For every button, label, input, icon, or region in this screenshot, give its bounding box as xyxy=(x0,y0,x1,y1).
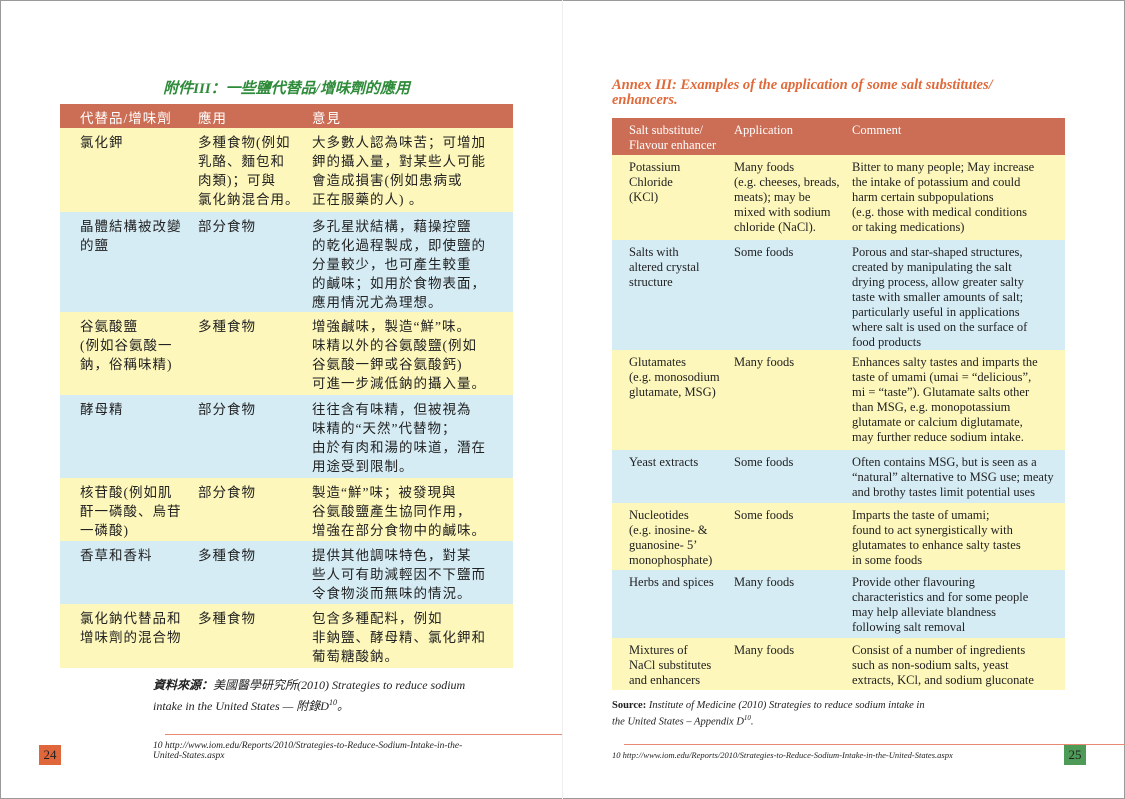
table-cell: Bitter to many people; May increase the … xyxy=(852,160,1035,234)
table-cell: Porous and star-shaped structures, creat… xyxy=(852,245,1028,349)
table-row: Nucleotides (e.g. inosine- & guanosine- … xyxy=(612,503,1065,570)
table-cell: 多種食物(例如 乳酪、麵包和 肉類)；可與 氯化鈉混合用。 xyxy=(198,135,300,207)
table-cell: Nucleotides (e.g. inosine- & guanosine- … xyxy=(629,508,713,567)
table-cell: Many foods xyxy=(734,355,795,369)
table-header: Salt substitute/ Flavour enhancer Applica… xyxy=(612,118,1065,155)
source-label: Source: xyxy=(612,700,647,711)
table-cell: 往往含有味精，但被視為 味精的“天然”代替物； 由於有肉和湯的味道，潛在 用途受… xyxy=(312,402,486,474)
left-page-number: 24 xyxy=(39,745,61,765)
left-footnote-rule xyxy=(165,734,562,735)
table-cell: Many foods (e.g. cheeses, breads, meats)… xyxy=(734,160,840,234)
table-row: 谷氨酸鹽 (例如谷氨酸一 鈉，俗稱味精) 多種食物 增強鹹味，製造“鮮”味。 味精以… xyxy=(60,312,513,395)
column-header: 應用 xyxy=(198,111,227,126)
source-text: Institute of Medicine (2010) Strategies … xyxy=(612,700,925,728)
table-cell: 核苷酸(例如肌 酐一磷酸、烏苷 一磷酸) xyxy=(80,485,182,538)
source-sup: 10 xyxy=(743,714,751,722)
right-footnote: 10 http://www.iom.edu/Reports/2010/Strat… xyxy=(612,750,953,760)
right-page-title: Annex III: Examples of the application o… xyxy=(612,77,993,108)
table-cell: 提供其他調味特色，對某 些人可有助減輕因不下鹽而 令食物淡而無味的情況。 xyxy=(312,548,486,601)
table-cell: 包含多種配料，例如 非鈉鹽、酵母精、氯化鉀和 葡萄糖酸鈉。 xyxy=(312,611,486,664)
table-cell: Yeast extracts xyxy=(629,455,699,469)
table-cell: 香草和香料 xyxy=(80,548,153,563)
table-cell: 多孔星狀結構，藉操控鹽 的乾化過程製成，即使鹽的 分量較少，也可產生較重 的鹹味… xyxy=(312,219,486,310)
table-cell: Potassium Chloride (KCl) xyxy=(629,160,681,204)
column-header: 代替品/增味劑 xyxy=(80,111,172,126)
table-cell: Some foods xyxy=(734,508,794,522)
table-row: 酵母精 部分食物 往往含有味精，但被視為 味精的“天然”代替物； 由於有肉和湯的味道… xyxy=(60,395,513,478)
table-row: Herbs and spices Many foods Provide other … xyxy=(612,570,1065,638)
table-cell: Provide other flavouring characteristics… xyxy=(852,575,1029,634)
column-header: Application xyxy=(734,123,794,137)
table-cell: 氯化鈉代替品和 增味劑的混合物 xyxy=(80,611,182,645)
column-header: Comment xyxy=(852,123,902,137)
table-row: 氯化鈉代替品和 增味劑的混合物 多種食物 包含多種配料，例如 非鈉鹽、酵母精、氯化鉀… xyxy=(60,604,513,668)
table-cell: Many foods xyxy=(734,643,795,657)
right-source: Source: Institute of Medicine (2010) Str… xyxy=(612,699,992,729)
table-row: Mixtures of NaCl substitutes and enhance… xyxy=(612,638,1065,690)
table-cell: 多種食物 xyxy=(198,319,256,334)
table-cell: 增強鹹味，製造“鮮”味。 味精以外的谷氨酸鹽(例如 谷氨酸一鉀或谷氨酸鈣) 可進… xyxy=(312,319,486,391)
table-cell: Many foods xyxy=(734,575,795,589)
table-cell: 多種食物 xyxy=(198,548,256,563)
table-cell: Glutamates (e.g. monosodium glutamate, M… xyxy=(629,355,720,399)
right-footnote-rule xyxy=(624,744,1125,745)
table-cell: 大多數人認為味苦；可增加 鉀的攝入量，對某些人可能 會造成損害(例如患病或 正在… xyxy=(312,135,486,207)
source-label: 資料來源： xyxy=(153,678,214,692)
right-table: Salt substitute/ Flavour enhancer Applica… xyxy=(612,118,1065,690)
spine-divider xyxy=(562,0,563,799)
table-cell: Consist of a number of ingredients such … xyxy=(852,643,1034,687)
table-row: Glutamates (e.g. monosodium glutamate, M… xyxy=(612,350,1065,450)
left-footnote: 10 http://www.iom.edu/Reports/2010/Strat… xyxy=(153,741,463,761)
table-cell: Salts with altered crystal structure xyxy=(629,245,700,289)
table-row: Salts with altered crystal structure Some… xyxy=(612,240,1065,350)
left-table: 代替品/增味劑 應用 意見氯化鉀 多種食物(例如 乳酪、麵包和 肉類)；可與 氯化鈉混… xyxy=(60,104,513,668)
table-cell: 製造“鮮”味；被發現與 谷氨酸鹽產生協同作用， 增強在部分食物中的鹹味。 xyxy=(312,485,486,538)
table-cell: Often contains MSG, but is seen as a “na… xyxy=(852,455,1054,499)
table-cell: 氯化鉀 xyxy=(80,135,124,150)
table-cell: Some foods xyxy=(734,245,794,259)
table-cell: 多種食物 xyxy=(198,611,256,626)
table-cell: 晶體結構被改變 的鹽 xyxy=(80,219,182,253)
table-row: 晶體結構被改變 的鹽 部分食物 多孔星狀結構，藉操控鹽 的乾化過程製成，即使鹽的 分… xyxy=(60,212,513,312)
right-page-number: 25 xyxy=(1064,745,1086,765)
table-row: 香草和香料 多種食物 提供其他調味特色，對某 些人可有助減輕因不下鹽而 令食物淡而無… xyxy=(60,541,513,604)
table-row: Potassium Chloride (KCl) Many foods (e.g.… xyxy=(612,155,1065,240)
column-header: 意見 xyxy=(312,111,341,126)
table-cell: 酵母精 xyxy=(80,402,124,417)
table-header: 代替品/增味劑 應用 意見 xyxy=(60,104,513,128)
table-cell: 谷氨酸鹽 (例如谷氨酸一 鈉，俗稱味精) xyxy=(80,319,173,372)
source-sup: 10 xyxy=(328,698,337,707)
table-cell: Enhances salty tastes and imparts the ta… xyxy=(852,355,1038,444)
table-cell: 部分食物 xyxy=(198,219,256,234)
source-end: 。 xyxy=(336,699,349,713)
source-text: 美國醫學研究所(2010) Strategies to reduce sodiu… xyxy=(153,678,466,713)
table-cell: Some foods xyxy=(734,455,794,469)
table-row: Yeast extracts Some foods Often contains M… xyxy=(612,450,1065,503)
left-page-title: 附件III：一些鹽代替品/增味劑的應用 xyxy=(163,81,410,97)
table-cell: Mixtures of NaCl substitutes and enhance… xyxy=(629,643,712,687)
table-cell: 部分食物 xyxy=(198,485,256,500)
column-header: Salt substitute/ Flavour enhancer xyxy=(629,123,717,152)
source-end: . xyxy=(750,716,754,728)
table-cell: Imparts the taste of umami; found to act… xyxy=(852,508,1021,567)
table-cell: Herbs and spices xyxy=(629,575,714,589)
table-row: 氯化鉀 多種食物(例如 乳酪、麵包和 肉類)；可與 氯化鈉混合用。 大多數人認為味苦… xyxy=(60,128,513,212)
table-cell: 部分食物 xyxy=(198,402,256,417)
left-source: 資料來源：美國醫學研究所(2010) Strategies to reduce … xyxy=(153,677,533,715)
table-row: 核苷酸(例如肌 酐一磷酸、烏苷 一磷酸) 部分食物 製造“鮮”味；被發現與 谷氨酸鹽… xyxy=(60,478,513,541)
